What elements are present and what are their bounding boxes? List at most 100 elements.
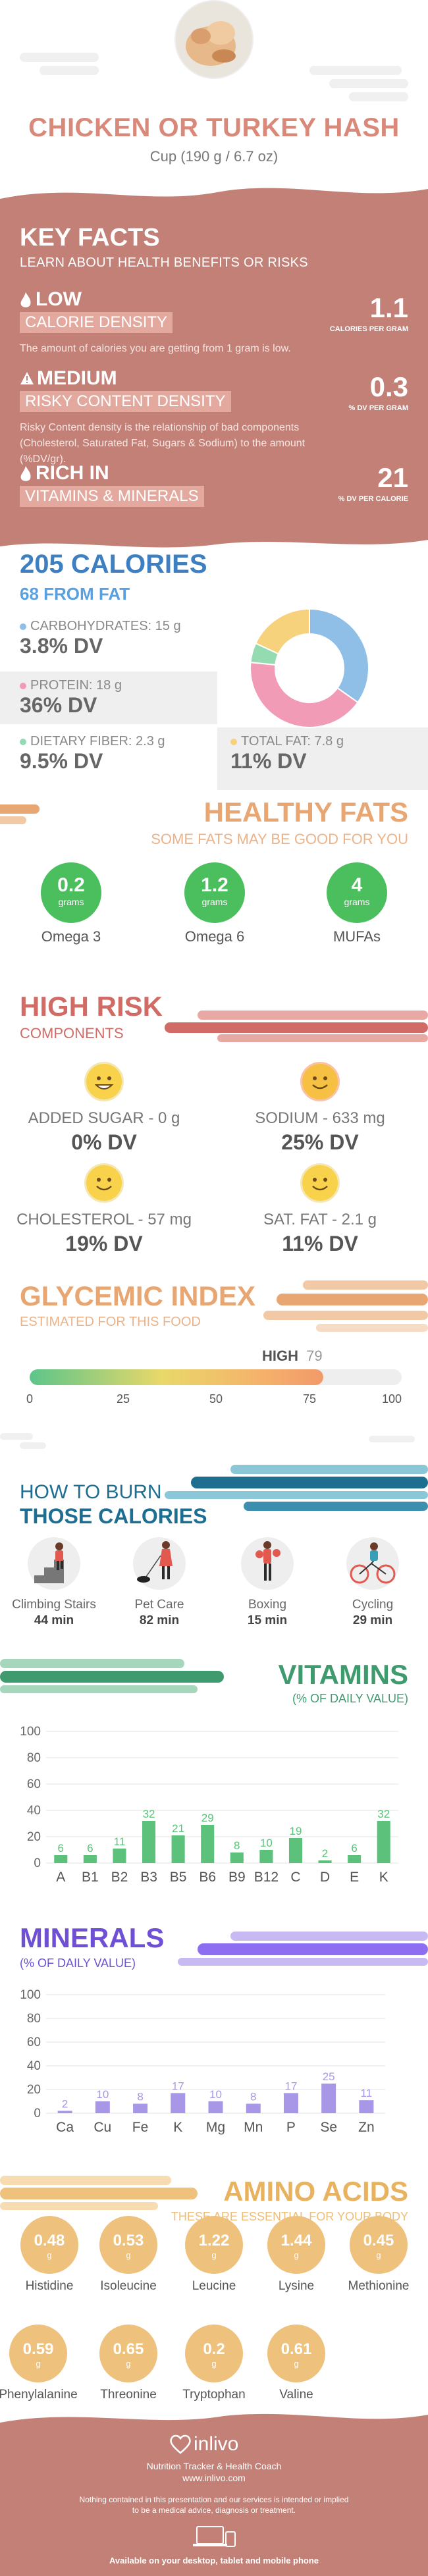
risk-label: ADDED SUGAR - 0 g bbox=[28, 1109, 180, 1127]
donut-slice-total-fat bbox=[255, 608, 310, 655]
stripe-decoration bbox=[165, 1011, 428, 1042]
footer-url[interactable]: www.inlivo.com bbox=[182, 2473, 246, 2483]
grin-face-icon bbox=[84, 1062, 124, 1101]
key-fact-unit: CALORIES PER GRAM bbox=[329, 325, 408, 333]
bar-value-label: 10 bbox=[209, 2088, 222, 2101]
smile-face-icon bbox=[300, 1163, 340, 1203]
cloud-decoration bbox=[0, 1433, 415, 1449]
warning-icon bbox=[20, 371, 34, 386]
footer-disclaimer: to be a medical advice, diagnosis or tre… bbox=[132, 2506, 296, 2515]
minerals-title: MINERALS bbox=[20, 1922, 165, 1953]
fat-name: MUFAs bbox=[333, 928, 381, 945]
activity-name: Boxing bbox=[248, 1598, 287, 1612]
bar-D bbox=[318, 1860, 332, 1863]
activity-minutes: 15 min bbox=[247, 1614, 288, 1627]
bar-B5 bbox=[171, 1835, 185, 1863]
x-tick-label: B6 bbox=[199, 1870, 216, 1885]
bar-value-label: 8 bbox=[234, 1839, 240, 1852]
glycemic-readout: HIGH 79 bbox=[262, 1348, 323, 1365]
x-tick-label: Se bbox=[320, 2120, 337, 2135]
amino-name: Leucine bbox=[192, 2279, 236, 2293]
nutrient-fiber: DIETARY FIBER: 2.3 g 9.5% DV bbox=[20, 734, 211, 774]
key-fact-level: LOW bbox=[36, 288, 82, 310]
risk-label: SAT. FAT - 2.1 g bbox=[263, 1211, 377, 1228]
bar-Ca bbox=[57, 2111, 72, 2113]
vitamins-bar-chart: 0 20 40 60 80 100 6 A 6 B1 11 B2 32 B3 21 B5 29 B6 8 B9 10 B1… bbox=[20, 1725, 398, 1885]
amino-bubble: 0.53 g bbox=[99, 2216, 157, 2274]
amino-unit: g bbox=[36, 2359, 41, 2369]
bar-K bbox=[171, 2093, 186, 2113]
fat-unit: grams bbox=[344, 897, 370, 907]
section-stripe bbox=[0, 816, 26, 824]
fat-bubble-omega3: 0.2 grams bbox=[41, 862, 101, 923]
nutrient-dv: 3.8% DV bbox=[20, 634, 103, 658]
footer-disclaimer: Nothing contained in this presentation a… bbox=[79, 2495, 349, 2504]
bar-A bbox=[54, 1855, 68, 1863]
amino-value: 0.2 bbox=[203, 2340, 225, 2358]
risk-dv: 19% DV bbox=[65, 1232, 143, 1255]
serving-size: Cup (190 g / 6.7 oz) bbox=[149, 148, 279, 165]
nutrient-protein: PROTEIN: 18 g 36% DV bbox=[0, 671, 217, 724]
key-fact-level: MEDIUM bbox=[37, 367, 117, 389]
glycemic-fill bbox=[30, 1369, 324, 1385]
fat-value: 1.2 bbox=[201, 874, 228, 896]
gi-tick: 0 bbox=[26, 1392, 33, 1406]
x-tick-label: B1 bbox=[82, 1870, 99, 1885]
amino-unit: g bbox=[126, 2250, 131, 2260]
amino-value: 0.53 bbox=[113, 2232, 144, 2249]
amino-name: Histidine bbox=[25, 2279, 74, 2293]
key-fact-value: 0.3 bbox=[369, 371, 408, 402]
bar-Fe bbox=[133, 2103, 148, 2113]
glycemic-subtitle: ESTIMATED FOR THIS FOOD bbox=[20, 1315, 201, 1329]
minerals-subtitle: (% OF DAILY VALUE) bbox=[20, 1957, 136, 1970]
y-tick-label: 20 bbox=[27, 1830, 41, 1844]
key-fact-value: 1.1 bbox=[369, 292, 408, 323]
x-tick-label: Mn bbox=[244, 2120, 263, 2135]
fat-value: 0.2 bbox=[57, 874, 85, 896]
stripe-decoration bbox=[178, 1932, 428, 1966]
high-risk-subtitle: COMPONENTS bbox=[20, 1025, 124, 1041]
bar-value-label: 8 bbox=[250, 2091, 256, 2103]
bar-Se bbox=[321, 2084, 336, 2113]
stairs-climber-icon bbox=[28, 1537, 80, 1590]
amino-name: Lysine bbox=[278, 2279, 315, 2293]
bar-Zn bbox=[359, 2100, 374, 2113]
bar-Mg bbox=[208, 2101, 223, 2113]
burn-section: HOW TO BURN THOSE CALORIES Climbing Stai… bbox=[0, 1432, 428, 1649]
amino-value: 0.61 bbox=[281, 2340, 312, 2358]
y-tick-label: 0 bbox=[34, 1856, 41, 1870]
x-tick-label: E bbox=[350, 1870, 359, 1885]
devices-icon bbox=[188, 2524, 240, 2550]
amino-unit: g bbox=[47, 2250, 52, 2260]
bar-B1 bbox=[83, 1855, 97, 1863]
activity-minutes: 44 min bbox=[34, 1614, 74, 1627]
legend-dot bbox=[230, 738, 237, 745]
gi-tick: 100 bbox=[381, 1392, 402, 1406]
nutrient-label: TOTAL FAT: 7.8 g bbox=[241, 734, 344, 749]
bar-value-label: 10 bbox=[96, 2088, 109, 2101]
y-tick-label: 60 bbox=[27, 2036, 41, 2049]
bar-value-label: 21 bbox=[172, 1822, 184, 1835]
key-fact-unit: % DV PER CALORIE bbox=[338, 495, 408, 503]
bar-B12 bbox=[259, 1850, 273, 1863]
burn-heading: HOW TO BURN bbox=[20, 1481, 162, 1503]
bar-P bbox=[283, 2093, 298, 2113]
cyclist-icon bbox=[346, 1537, 399, 1590]
bar-value-label: 19 bbox=[289, 1825, 302, 1837]
nutrient-label: PROTEIN: 18 g bbox=[30, 678, 122, 693]
fat-value: 4 bbox=[351, 874, 363, 896]
bar-value-label: 11 bbox=[114, 1835, 126, 1848]
dog-walker-icon bbox=[133, 1537, 186, 1590]
x-tick-label: P bbox=[286, 2120, 296, 2135]
vitamins-section: VITAMINS (% OF DAILY VALUE) 0 20 40 60 80 100… bbox=[0, 1659, 428, 1935]
x-tick-label: K bbox=[173, 2120, 182, 2135]
gi-tick: 75 bbox=[302, 1392, 317, 1406]
stripe-decoration bbox=[0, 2176, 198, 2210]
risk-dv: 25% DV bbox=[281, 1130, 359, 1154]
gi-tick: 25 bbox=[116, 1392, 130, 1406]
page-title: CHICKEN OR TURKEY HASH bbox=[28, 113, 400, 142]
x-tick-label: B2 bbox=[111, 1870, 128, 1885]
x-tick-label: D bbox=[320, 1870, 330, 1885]
fat-name: Omega 3 bbox=[41, 928, 101, 945]
footer-brand: inlivo bbox=[194, 2433, 239, 2455]
